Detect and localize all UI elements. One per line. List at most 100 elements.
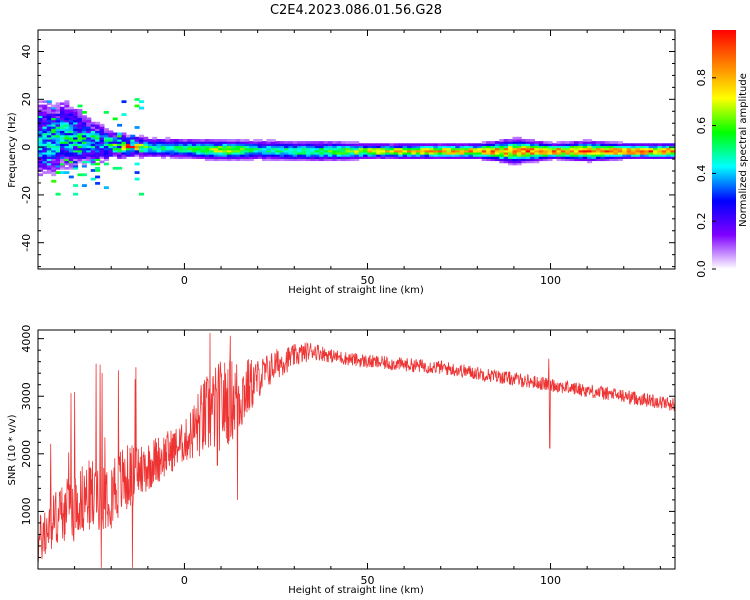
spectrogram-cell bbox=[270, 145, 276, 149]
spectrogram-cell bbox=[534, 143, 540, 147]
spectrogram-cell bbox=[609, 158, 615, 162]
spectrogram-cell bbox=[77, 117, 83, 121]
spectrogram-cell bbox=[108, 154, 114, 157]
spectrogram-cell bbox=[86, 117, 92, 121]
spectrogram-cell bbox=[442, 151, 448, 155]
spectrogram-cell bbox=[556, 151, 562, 155]
spectrogram-cell bbox=[657, 154, 663, 157]
spectrogram-cell bbox=[86, 128, 92, 131]
spectrogram-cell bbox=[99, 156, 105, 159]
spectrogram-cell bbox=[64, 145, 70, 149]
spectrogram-cell bbox=[644, 143, 650, 147]
spectrogram-cell bbox=[306, 151, 311, 155]
spectrogram-cell bbox=[446, 151, 452, 155]
spectrogram-cell bbox=[55, 154, 61, 157]
spectrogram-cell bbox=[60, 123, 65, 127]
spectrogram-cell bbox=[402, 154, 408, 157]
spectrogram-cell bbox=[310, 158, 316, 162]
spectrogram-cell bbox=[73, 192, 79, 196]
spectrogram-cell bbox=[64, 111, 70, 114]
spectrogram-cell bbox=[64, 171, 70, 174]
spectrogram-cell bbox=[103, 134, 109, 138]
spectrogram-cell bbox=[266, 156, 272, 159]
spectrogram-cell bbox=[516, 151, 522, 155]
spectrogram-cell bbox=[270, 158, 276, 162]
spectrogram-cell bbox=[512, 154, 518, 157]
spectrogram-cell bbox=[547, 151, 553, 155]
spectrogram-cell bbox=[257, 143, 263, 147]
spectrogram-cell bbox=[244, 158, 250, 162]
spectrogram-cell bbox=[165, 151, 171, 155]
spectrogram-cell bbox=[543, 149, 549, 153]
spectrogram-cell bbox=[42, 123, 48, 127]
spectrogram-cell bbox=[42, 139, 48, 142]
spectrogram-cell bbox=[235, 149, 241, 153]
spectrogram-cell bbox=[68, 147, 74, 151]
spectrogram-cell bbox=[209, 156, 215, 159]
spectrogram-cell bbox=[60, 151, 65, 155]
spectrogram-cell bbox=[64, 102, 70, 106]
spectrogram-cell bbox=[648, 154, 654, 157]
spectrogram-cell bbox=[437, 156, 443, 159]
spectrogram-cell bbox=[51, 166, 57, 170]
spectrogram-cell bbox=[468, 149, 474, 153]
spectrogram-cell bbox=[103, 145, 109, 149]
spectrogram-cell bbox=[253, 147, 259, 151]
spectrogram-cell bbox=[354, 156, 360, 159]
spectrogram-cell bbox=[204, 156, 210, 159]
spectrogram-cell bbox=[68, 143, 74, 147]
spectrogram-cell bbox=[525, 145, 531, 149]
spectrogram-cell bbox=[635, 147, 641, 151]
spectrogram-cell bbox=[455, 156, 461, 159]
spectrogram-cell bbox=[108, 130, 114, 134]
spectrogram-cell bbox=[341, 158, 347, 162]
spectrogram-cell bbox=[60, 121, 65, 125]
spectrogram-cell bbox=[55, 113, 61, 116]
spectrogram-cell bbox=[661, 149, 667, 153]
spectrogram-cell bbox=[363, 143, 369, 147]
spectrogram-cell bbox=[534, 158, 540, 162]
spectrogram-cell bbox=[46, 169, 52, 172]
spectrogram-cell bbox=[639, 145, 645, 149]
spectrogram-cell bbox=[191, 154, 197, 157]
spectrogram-cell bbox=[472, 143, 478, 147]
spectrogram-cell bbox=[231, 141, 237, 144]
spectrogram-cell bbox=[86, 136, 92, 140]
spectrogram-cell bbox=[147, 141, 153, 144]
spectrogram-cell bbox=[653, 154, 658, 157]
spectrogram-cell bbox=[86, 145, 92, 149]
spectrogram-cell bbox=[327, 154, 333, 157]
spectrogram-cell bbox=[253, 141, 259, 144]
spectrogram-cell bbox=[314, 158, 320, 162]
spectrogram-cell bbox=[235, 141, 241, 144]
spectrogram-cell bbox=[389, 147, 395, 151]
spectrogram-cell bbox=[73, 119, 79, 123]
spectrogram-cell bbox=[46, 119, 52, 123]
spectrogram-cell bbox=[248, 141, 254, 144]
spectrogram-cell bbox=[525, 143, 531, 147]
spectrogram-cell bbox=[240, 151, 246, 155]
spectrogram-cell bbox=[209, 141, 215, 144]
spectrogram-cell bbox=[187, 143, 193, 147]
spectrogram-cell bbox=[288, 145, 294, 149]
spectrogram-cell bbox=[332, 156, 338, 159]
spectrogram-cell bbox=[95, 151, 101, 155]
spectrogram-cell bbox=[147, 139, 153, 142]
spectrogram-cell bbox=[139, 145, 144, 149]
spectrogram-cell bbox=[327, 141, 333, 144]
spectrogram-cell bbox=[152, 136, 158, 140]
spectrogram-cell bbox=[161, 147, 166, 151]
spectrogram-cell bbox=[51, 141, 57, 144]
spectrogram-cell bbox=[477, 143, 483, 147]
spectrogram-cell bbox=[38, 134, 43, 138]
spectrogram-cell bbox=[547, 143, 553, 147]
spectrogram-cell bbox=[64, 166, 70, 170]
spectrogram-cell bbox=[459, 149, 465, 153]
spectrogram-cell bbox=[525, 139, 531, 142]
spectrogram-cell bbox=[516, 136, 522, 140]
spectrogram-cell bbox=[499, 143, 505, 147]
spectrogram-cell bbox=[240, 139, 246, 142]
spectrogram-cell bbox=[490, 147, 496, 151]
spectrogram-cell bbox=[354, 143, 360, 147]
spectrogram-cell bbox=[371, 151, 377, 155]
